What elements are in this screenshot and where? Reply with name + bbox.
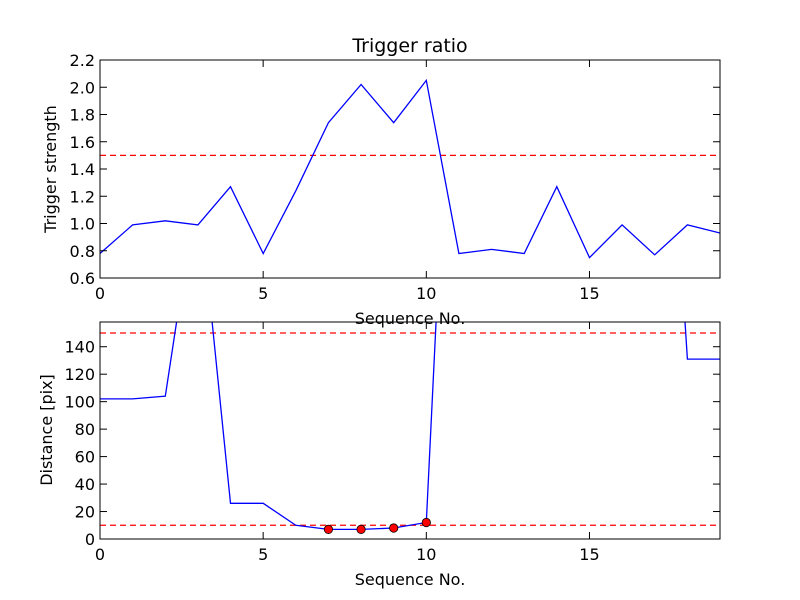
y-tick-label: 140	[64, 338, 95, 357]
y-tick-label: 1.8	[70, 106, 95, 125]
distance-chart: 0 5 10 15 0 20 40 60 80 100 120 140 Sequence No. Di…	[37, 321, 721, 589]
y-tick-label: 0.6	[70, 269, 95, 288]
x-tick-label: 0	[95, 545, 105, 564]
y-tick-label: 100	[64, 393, 95, 412]
y-tick-label: 2.0	[70, 78, 95, 97]
x-tick-label: 5	[258, 284, 268, 303]
x-axis-label: Sequence No.	[355, 309, 466, 328]
y-tick-label: 1.6	[70, 133, 95, 152]
y-tick-label: 120	[64, 365, 95, 384]
y-tick-label: 20	[75, 503, 95, 522]
y-tick-label: 1.0	[70, 215, 95, 234]
data-point-marker	[421, 517, 431, 528]
x-tick-label: 15	[579, 284, 599, 303]
plot-frame	[99, 59, 721, 279]
data-point-marker	[356, 524, 366, 534]
chart-title: Trigger ratio	[351, 35, 467, 57]
x-tick-label: 10	[416, 284, 436, 303]
x-tick-label: 0	[95, 284, 105, 303]
series-line	[100, 78, 720, 259]
series-line	[100, 322, 720, 531]
data-point-marker	[323, 524, 334, 534]
y-tick-label: 80	[75, 420, 95, 439]
y-tick-label: 40	[75, 475, 95, 494]
y-tick-label: 1.4	[70, 160, 95, 179]
x-tick-label: 10	[416, 545, 436, 564]
y-tick-label: 0.8	[70, 242, 95, 261]
plot-frame	[99, 321, 721, 540]
y-tick-label: 2.2	[70, 51, 95, 70]
y-axis-label: Trigger strength	[41, 105, 60, 234]
y-axis-label: Distance [pix]	[37, 374, 56, 486]
y-tick-label: 0	[85, 530, 95, 549]
x-tick-label: 5	[258, 545, 268, 564]
y-tick-label: 60	[75, 448, 95, 467]
x-axis-label: Sequence No.	[355, 570, 466, 589]
trigger-ratio-chart: Trigger ratio 0 5 10 15 0.6 0.8 1.0 1.2 1.4 1.6 1.…	[41, 35, 721, 328]
x-tick-label: 15	[579, 545, 599, 564]
data-point-marker	[389, 523, 399, 533]
y-tick-label: 1.2	[70, 187, 95, 206]
